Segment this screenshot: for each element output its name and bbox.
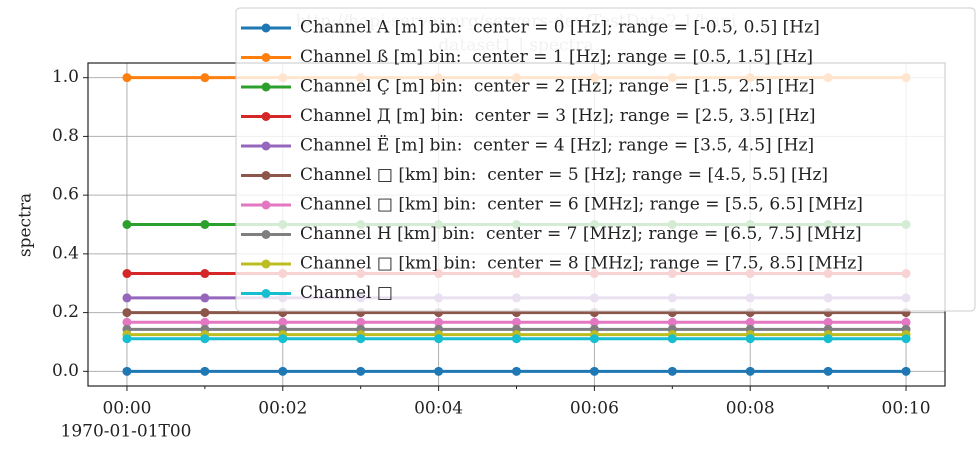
data-point: [901, 317, 911, 327]
data-point: [122, 334, 132, 344]
x-tick-label: 00:02: [258, 399, 307, 419]
data-point: [823, 334, 833, 344]
data-point: [278, 334, 288, 344]
data-point: [356, 317, 366, 327]
data-point: [122, 73, 132, 83]
y-axis-label: spectra: [16, 193, 36, 257]
data-point: [278, 317, 288, 327]
data-point: [745, 317, 755, 327]
x-tick-label: 00:08: [726, 399, 775, 419]
data-point: [122, 308, 132, 318]
legend-marker: [261, 53, 271, 62]
legend-label: Channel □: [300, 283, 393, 303]
data-point: [200, 317, 210, 327]
y-tick-label: 0.4: [52, 243, 79, 263]
x-tick-label: 00:06: [570, 399, 619, 419]
legend-label: Channel Ë [m] bin: center = 4 [Hz]; rang…: [300, 135, 814, 156]
legend-label: Channel H [km] bin: center = 7 [MHz]; ra…: [300, 224, 862, 244]
y-tick-label: 0.0: [52, 361, 79, 381]
legend-marker: [261, 23, 271, 33]
legend-marker: [261, 289, 271, 298]
data-point: [200, 220, 210, 229]
data-point: [512, 334, 521, 344]
data-point: [823, 317, 833, 327]
data-point: [589, 366, 599, 376]
data-point: [200, 308, 210, 318]
data-point: [200, 366, 210, 376]
data-point: [667, 366, 677, 376]
data-point: [901, 334, 911, 344]
legend-marker: [261, 112, 271, 121]
data-point: [200, 334, 210, 344]
data-point: [356, 366, 366, 376]
y-tick-label: 0.2: [52, 302, 79, 322]
legend: Channel A [m] bin: center = 0 [Hz]; rang…: [235, 7, 976, 312]
data-point: [122, 317, 132, 327]
data-point: [823, 366, 833, 376]
y-tick-label: 0.8: [52, 126, 79, 146]
data-point: [589, 334, 599, 344]
data-point: [434, 317, 444, 327]
x-tick-label: 00:10: [882, 399, 931, 419]
data-point: [901, 366, 911, 376]
data-point: [122, 269, 132, 279]
legend-label: Channel □ [km] bin: center = 6 [MHz]; ra…: [300, 195, 863, 215]
legend-label: Channel ß [m] bin: center = 1 [Hz]; rang…: [300, 47, 813, 67]
data-point: [745, 366, 755, 376]
data-point: [122, 220, 132, 229]
y-tick-label: 1.0: [52, 67, 79, 87]
legend-marker: [261, 171, 271, 180]
data-point: [200, 73, 210, 83]
legend-marker: [261, 259, 271, 269]
legend-marker: [261, 82, 271, 92]
data-point: [122, 366, 132, 376]
data-point: [200, 269, 210, 279]
legend-label: Channel Д [m] bin: center = 3 [Hz]; rang…: [300, 106, 816, 126]
x-tick-label: 00:00: [102, 399, 151, 419]
data-point: [434, 366, 444, 376]
data-point: [278, 366, 288, 376]
data-point: [356, 334, 366, 344]
data-point: [667, 317, 677, 327]
x-tick-label: 00:04: [414, 399, 463, 419]
data-point: [667, 334, 677, 344]
legend-marker: [261, 141, 271, 151]
legend-label: Channel □ [km] bin: center = 5 [Hz]; ran…: [300, 165, 828, 185]
legend-marker: [261, 200, 271, 210]
legend-box: [235, 7, 976, 312]
data-point: [512, 366, 521, 376]
data-point: [745, 334, 755, 344]
legend-marker: [261, 230, 271, 239]
y-tick-label: 0.6: [52, 185, 79, 205]
legend-label: Channel Ç [m] bin: center = 2 [Hz]; rang…: [300, 77, 815, 97]
data-point: [200, 293, 210, 303]
data-point: [434, 334, 444, 344]
data-point: [512, 317, 521, 327]
x-offset-label: 1970-01-01T00: [61, 422, 192, 442]
legend-label: Channel A [m] bin: center = 0 [Hz]; rang…: [300, 18, 820, 38]
legend-label: Channel □ [km] bin: center = 8 [MHz]; ra…: [300, 254, 863, 274]
data-point: [589, 317, 599, 327]
data-point: [122, 293, 132, 303]
